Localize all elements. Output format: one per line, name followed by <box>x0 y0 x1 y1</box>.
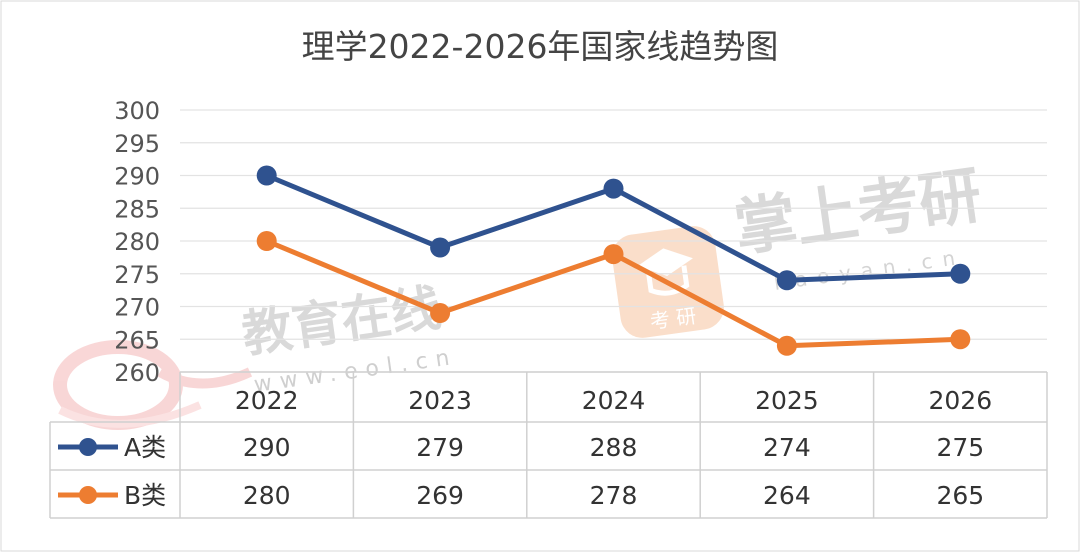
data-table: 2022 2023 2024 2025 2026 290 279 288 274 275 A类 280… <box>49 371 1048 519</box>
y-tick-label: 295 <box>114 130 160 158</box>
data-point <box>430 303 451 324</box>
eol-logo-watermark <box>53 340 253 430</box>
x-tick-label: 2023 <box>408 386 472 415</box>
data-point <box>950 263 971 284</box>
x-tick-label: 2022 <box>235 386 299 415</box>
legend-marker <box>79 438 97 456</box>
y-tick-label: 300 <box>114 97 160 125</box>
y-axis-ticks: 300 295 290 285 280 275 270 265 260 <box>114 97 160 387</box>
y-tick-label: 265 <box>114 326 160 354</box>
y-tick-label: 290 <box>114 163 160 191</box>
table-value-cell: 279 <box>416 433 464 462</box>
y-tick-label: 275 <box>114 261 160 289</box>
table-value-cell: 280 <box>243 481 291 510</box>
table-value-cell: 269 <box>416 481 464 510</box>
data-point <box>430 237 451 258</box>
table-value-cell: 290 <box>243 433 291 462</box>
data-point <box>950 329 971 350</box>
y-tick-label: 285 <box>114 195 160 223</box>
table-value-cell: 288 <box>590 433 638 462</box>
series-layer <box>256 165 971 356</box>
legend-label: B类 <box>124 481 166 510</box>
data-point <box>603 244 624 265</box>
table-value-cell: 275 <box>936 433 984 462</box>
data-point <box>603 178 624 199</box>
table-value-cell: 264 <box>763 481 811 510</box>
data-point <box>776 335 797 356</box>
y-tick-label: 280 <box>114 228 160 256</box>
x-tick-label: 2025 <box>755 386 819 415</box>
table-value-cell: 274 <box>763 433 811 462</box>
data-point <box>256 165 277 186</box>
y-tick-label: 270 <box>114 294 160 322</box>
data-point <box>776 270 797 291</box>
table-value-cell: 278 <box>590 481 638 510</box>
data-point <box>256 231 277 251</box>
chart-title: 理学2022-2026年国家线趋势图 <box>302 27 779 66</box>
legend-marker <box>79 486 97 504</box>
x-tick-label: 2026 <box>928 386 992 415</box>
y-tick-label: 260 <box>114 359 160 387</box>
legend-label: A类 <box>124 433 166 462</box>
table-value-cell: 265 <box>936 481 984 510</box>
x-tick-label: 2024 <box>582 386 646 415</box>
